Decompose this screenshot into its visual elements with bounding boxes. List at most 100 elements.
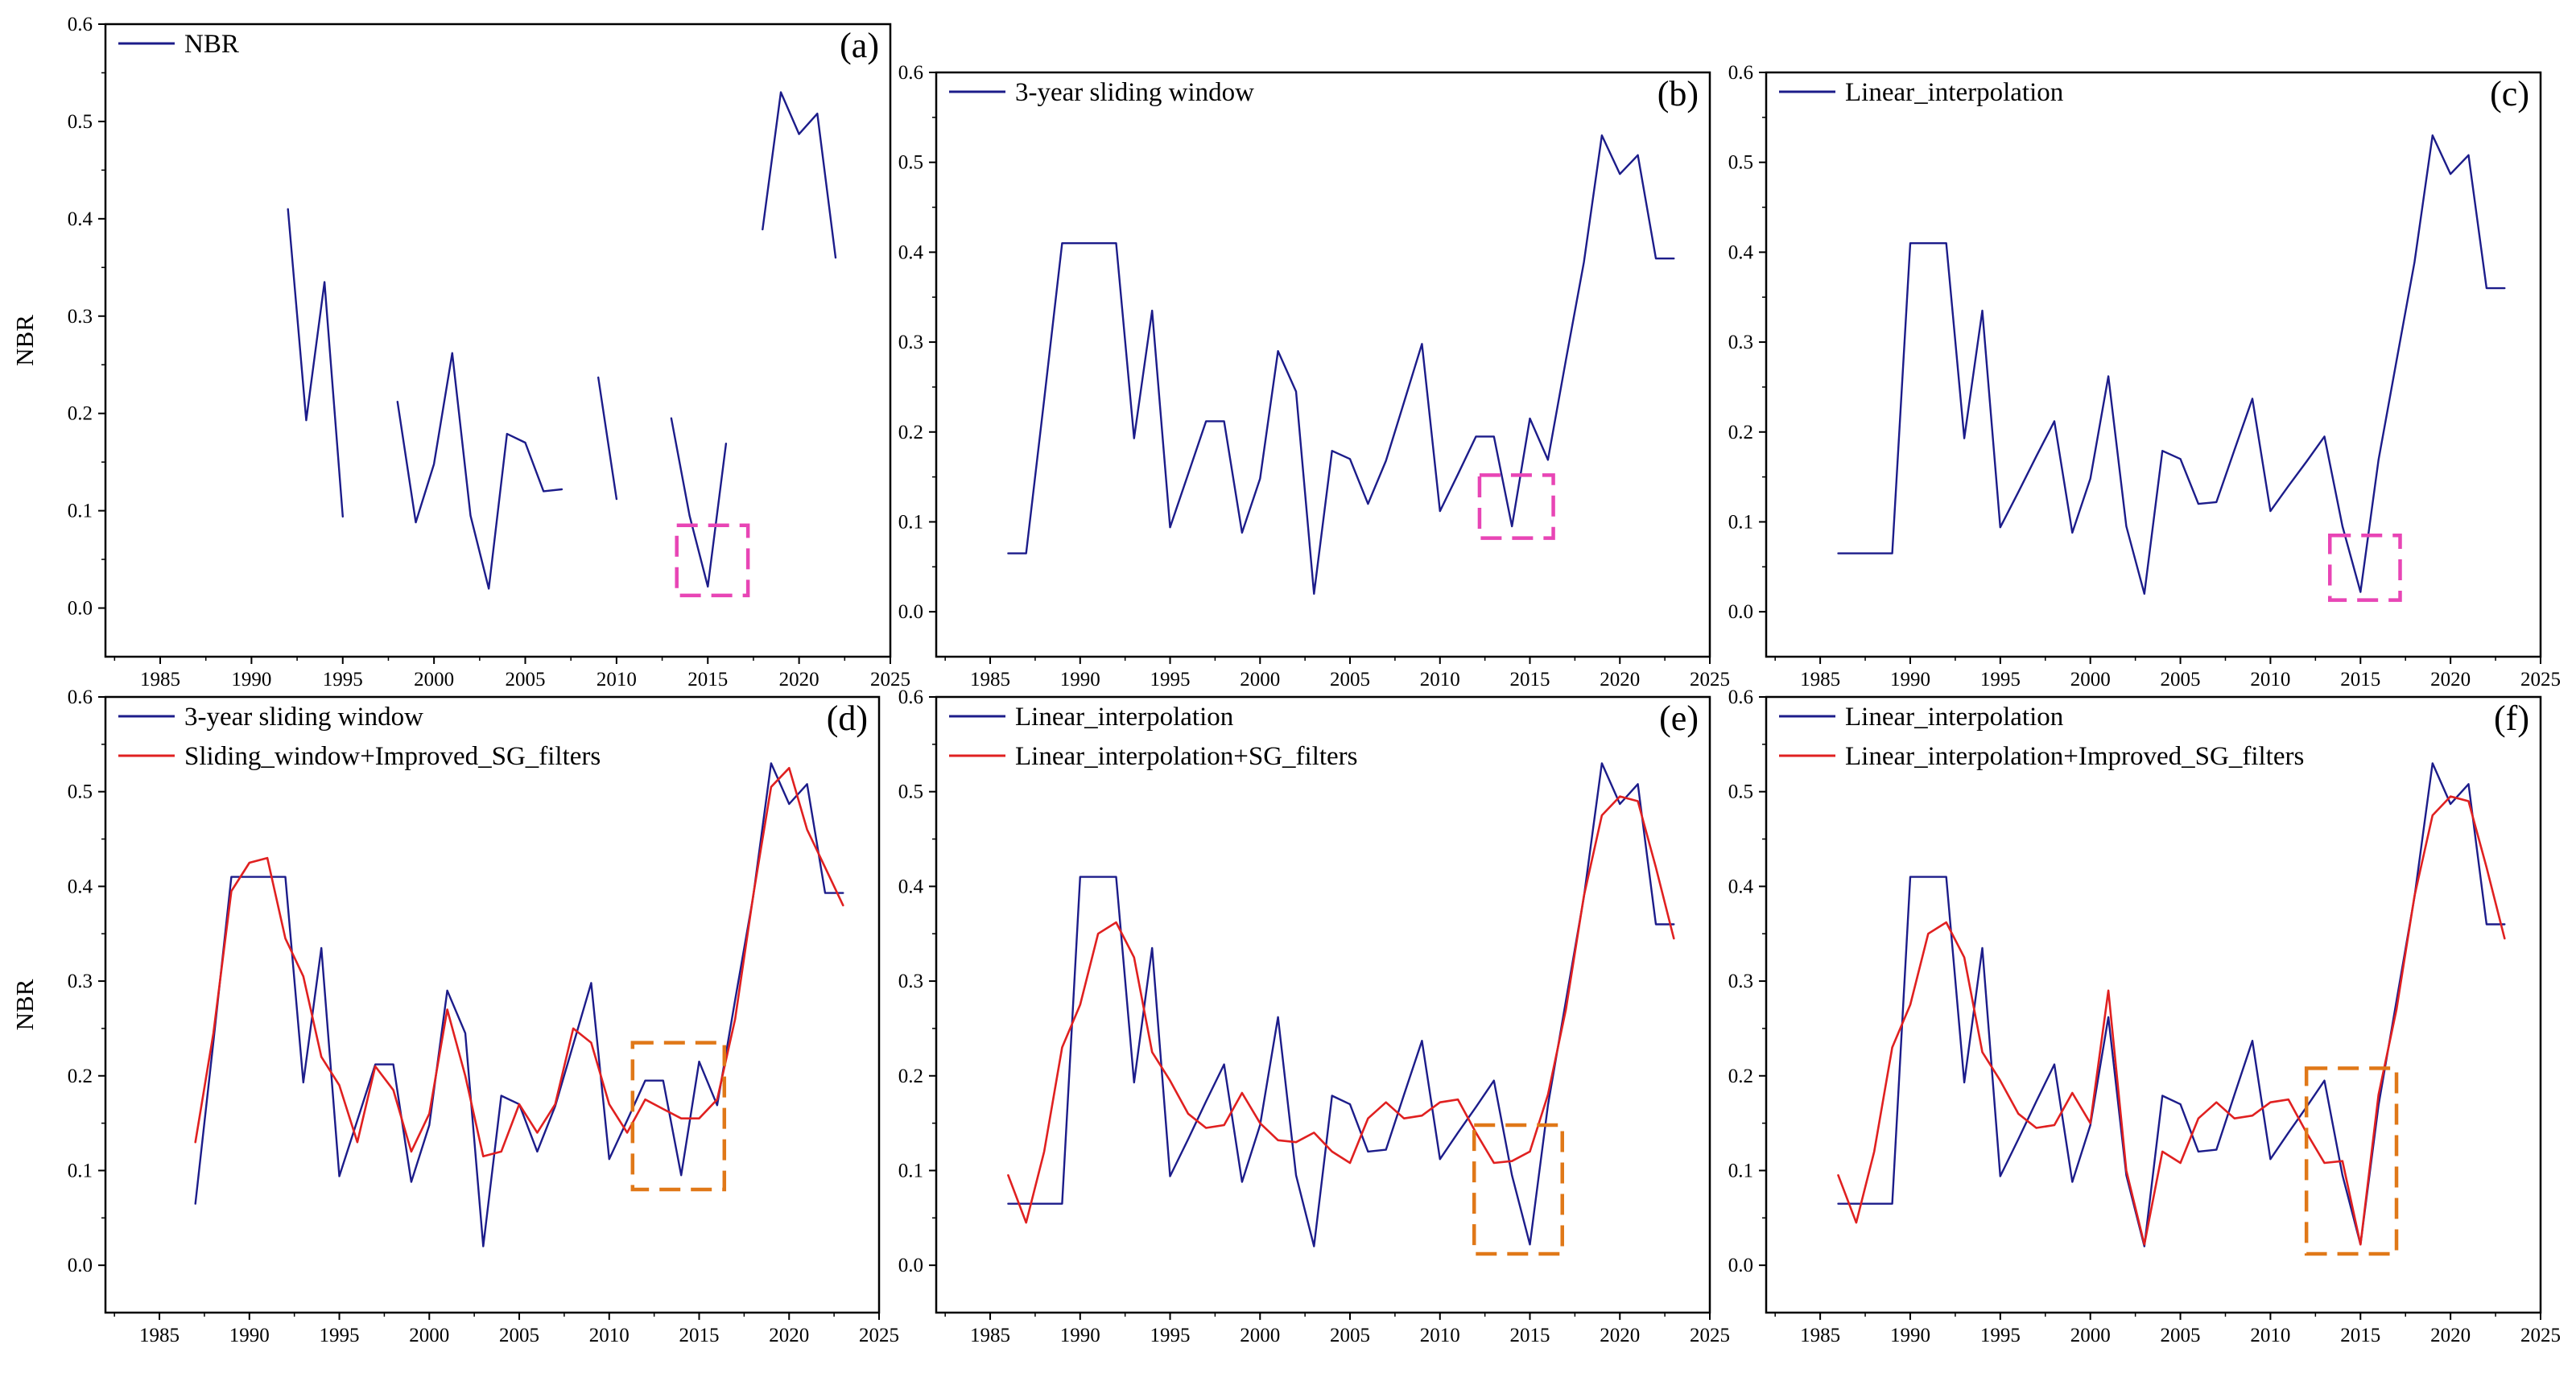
x-tick-label: 2010 bbox=[589, 1325, 630, 1346]
panel-label: (f) bbox=[2494, 699, 2529, 738]
x-tick-label: 1985 bbox=[1800, 669, 1840, 691]
x-tick-label: 2025 bbox=[1690, 669, 1730, 691]
legend-label-1: Linear_interpolation bbox=[1015, 703, 1233, 732]
legend-label-1: NBR bbox=[184, 30, 239, 59]
highlight-box bbox=[2327, 533, 2402, 602]
chart-panel-a: 0.0 0.1 0.2 0.3 0.4 0.5 0.6 1985 1990 1995 2000 200… bbox=[10, 14, 910, 691]
chart-panel-e: 0.0 0.1 0.2 0.3 0.4 0.5 0.6 1985 1990 1995 2000 200… bbox=[898, 686, 1730, 1346]
chart-panel-f: 0.0 0.1 0.2 0.3 0.4 0.5 0.6 1985 1990 1995 2000 200… bbox=[1728, 686, 2561, 1346]
series-line-1 bbox=[1007, 134, 1675, 595]
legend-label-2: Linear_interpolation+SG_filters bbox=[1015, 742, 1358, 771]
chart-panel-d: 0.0 0.1 0.2 0.3 0.4 0.5 0.6 1985 1990 1995 2000 200… bbox=[10, 686, 899, 1346]
series-line-2 bbox=[1007, 795, 1675, 1224]
x-tick-label: 1985 bbox=[970, 669, 1010, 691]
y-tick-label: 0.2 bbox=[898, 1066, 923, 1087]
y-axis-label: NBR bbox=[10, 315, 39, 366]
y-tick-label: 0.5 bbox=[1728, 152, 1753, 174]
legend-label-2: Sliding_window+Improved_SG_filters bbox=[184, 742, 601, 771]
y-tick-label: 0.5 bbox=[898, 781, 923, 803]
y-tick-label: 0.5 bbox=[1728, 781, 1753, 803]
series-line-2 bbox=[194, 767, 844, 1158]
panel-label: (b) bbox=[1657, 74, 1699, 113]
x-tick-label: 2015 bbox=[1510, 1325, 1550, 1346]
y-tick-label: 0.2 bbox=[68, 1066, 93, 1087]
x-tick-label: 2005 bbox=[1330, 669, 1370, 691]
axes-frame bbox=[935, 695, 1711, 1314]
series-line-1 bbox=[1007, 762, 1675, 1247]
y-tick-label: 0.0 bbox=[898, 601, 923, 623]
x-tick-label: 1990 bbox=[1890, 669, 1930, 691]
x-tick-label: 2025 bbox=[1690, 1325, 1730, 1346]
x-tick-label: 2020 bbox=[769, 1325, 809, 1346]
x-tick-label: 1990 bbox=[1060, 1325, 1100, 1346]
y-tick-label: 0.5 bbox=[68, 111, 93, 133]
x-tick-label: 2015 bbox=[679, 1325, 720, 1346]
y-tick-label: 0.6 bbox=[1728, 686, 1753, 708]
legend-label-1: 3-year sliding window bbox=[1015, 78, 1254, 107]
y-axis-label: NBR bbox=[10, 979, 39, 1030]
x-tick-label: 2005 bbox=[499, 1325, 539, 1346]
y-tick-label: 0.4 bbox=[1728, 241, 1754, 263]
axes-frame bbox=[1765, 71, 2542, 658]
highlight-box bbox=[1472, 1123, 1564, 1256]
y-tick-label: 0.0 bbox=[1728, 1255, 1753, 1276]
x-tick-label: 1995 bbox=[323, 669, 363, 691]
x-tick-label: 2025 bbox=[2520, 669, 2561, 691]
y-tick-label: 0.1 bbox=[1728, 511, 1753, 533]
x-tick-label: 1985 bbox=[970, 1325, 1010, 1346]
x-tick-label: 2010 bbox=[1420, 669, 1460, 691]
x-tick-label: 2015 bbox=[1510, 669, 1550, 691]
y-tick-label: 0.6 bbox=[898, 686, 923, 708]
y-tick-label: 0.5 bbox=[898, 152, 923, 174]
x-tick-label: 1985 bbox=[140, 669, 180, 691]
y-tick-label: 0.2 bbox=[1728, 422, 1753, 443]
y-tick-label: 0.6 bbox=[68, 686, 93, 708]
x-tick-label: 2015 bbox=[2340, 1325, 2380, 1346]
y-tick-label: 0.3 bbox=[898, 971, 923, 992]
panel-label: (c) bbox=[2490, 74, 2529, 113]
series-line-1 bbox=[1837, 134, 2506, 595]
x-tick-label: 2000 bbox=[2070, 1325, 2111, 1346]
x-tick-label: 2020 bbox=[1600, 1325, 1640, 1346]
x-tick-label: 1995 bbox=[1150, 1325, 1191, 1346]
panel-label: (e) bbox=[1659, 699, 1699, 738]
y-tick-label: 0.2 bbox=[1728, 1066, 1753, 1087]
y-tick-label: 0.1 bbox=[68, 1160, 93, 1181]
y-tick-label: 0.0 bbox=[68, 1255, 93, 1276]
y-tick-label: 0.4 bbox=[68, 208, 93, 230]
x-tick-label: 2000 bbox=[414, 669, 454, 691]
x-tick-label: 2000 bbox=[1240, 1325, 1280, 1346]
x-tick-label: 1990 bbox=[229, 1325, 270, 1346]
x-tick-label: 2020 bbox=[1600, 669, 1640, 691]
y-tick-label: 0.2 bbox=[68, 403, 93, 425]
x-tick-label: 2020 bbox=[2430, 669, 2471, 691]
x-tick-label: 1990 bbox=[1060, 669, 1100, 691]
legend-label-1: Linear_interpolation bbox=[1845, 703, 2063, 732]
y-tick-label: 0.6 bbox=[898, 62, 923, 84]
x-tick-label: 2005 bbox=[1330, 1325, 1370, 1346]
axes-frame bbox=[104, 695, 881, 1314]
x-tick-label: 2000 bbox=[1240, 669, 1280, 691]
x-tick-label: 2020 bbox=[779, 669, 819, 691]
x-tick-label: 1995 bbox=[1150, 669, 1191, 691]
series-line-1 bbox=[287, 91, 837, 590]
x-tick-label: 1995 bbox=[1980, 669, 2021, 691]
axes-frame bbox=[104, 23, 892, 658]
x-tick-label: 1985 bbox=[1800, 1325, 1840, 1346]
y-tick-label: 0.0 bbox=[1728, 601, 1753, 623]
y-tick-label: 0.3 bbox=[68, 971, 93, 992]
legend-label-1: 3-year sliding window bbox=[184, 703, 423, 732]
x-tick-label: 2010 bbox=[2250, 1325, 2290, 1346]
highlight-box bbox=[630, 1041, 727, 1192]
x-tick-label: 2025 bbox=[2520, 1325, 2561, 1346]
chart-panel-b: 0.0 0.1 0.2 0.3 0.4 0.5 0.6 1985 1990 1995 2000 200… bbox=[898, 62, 1730, 691]
y-tick-label: 0.1 bbox=[1728, 1160, 1753, 1181]
y-tick-label: 0.1 bbox=[898, 511, 923, 533]
y-tick-label: 0.6 bbox=[1728, 62, 1753, 84]
highlight-box bbox=[2304, 1066, 2399, 1256]
highlight-box bbox=[675, 523, 750, 598]
x-tick-label: 1995 bbox=[320, 1325, 360, 1346]
x-tick-label: 2025 bbox=[859, 1325, 899, 1346]
y-tick-label: 0.3 bbox=[1728, 332, 1753, 353]
